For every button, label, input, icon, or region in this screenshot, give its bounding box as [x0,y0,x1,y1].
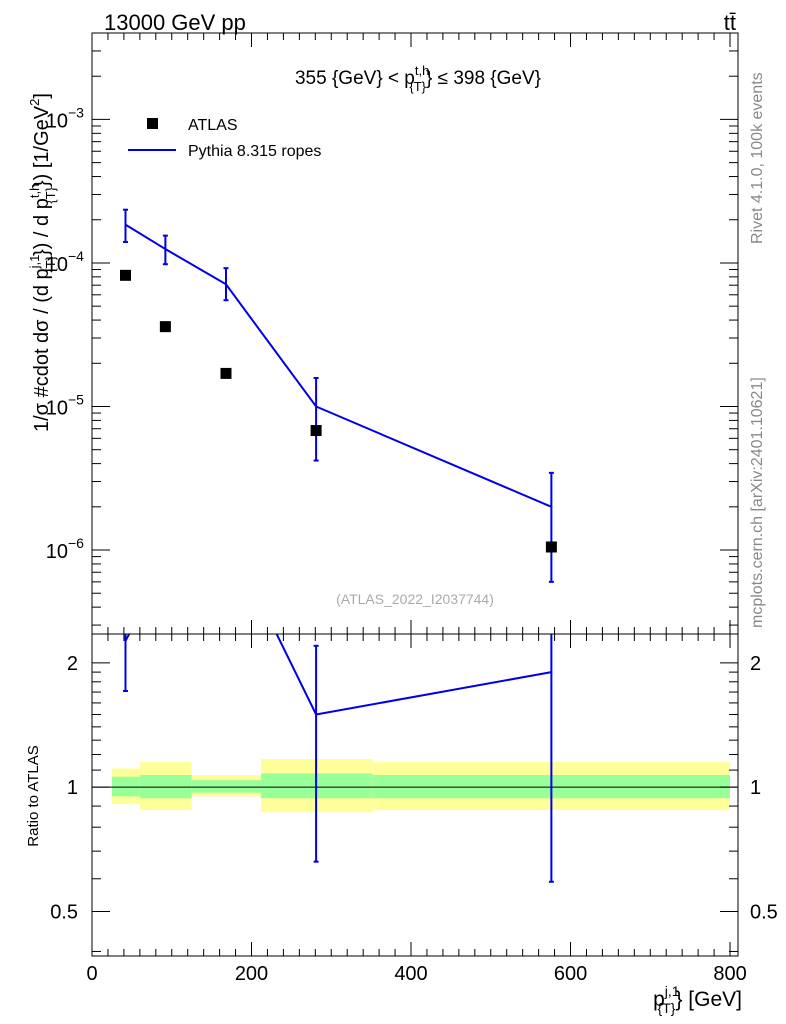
atlas-point [220,367,232,379]
atlas-point [545,541,557,553]
analysis-watermark: (ATLAS_2022_I2037744) [336,591,494,607]
xlabel-post: } [GeV] [675,988,742,1011]
ratio-y-tick-label-right: 0.5 [750,901,778,923]
main-y-tick-label: 10 [46,541,68,563]
main-axis-ticks [91,32,738,634]
main-y-tick-exponent: −5 [68,391,84,407]
main-panel: 10−610−510−410−3 355 {GeV} < pt,h {T}} ≤ … [27,32,739,635]
source-label: mcplots.cern.ch [arXiv:2401.10621] [749,377,766,628]
energy-label: 13000 GeV pp [104,10,246,35]
legend-atlas-marker [147,118,158,129]
main-y-tick-label: 10 [46,397,68,419]
ratio-y-tick-label: 0.5 [50,901,78,923]
atlas-point [119,269,131,281]
pythia-line [124,223,552,508]
ratio-y-tick-label: 1 [67,777,78,799]
ratio-panel: 0 200 400 600 800 0.5 0.5 1 1 2 2 Ratio to ATLAS p… [25,633,778,1016]
ratio-plot-marks [122,634,554,883]
legend-atlas-label: ATLAS [188,117,238,134]
legend-pythia-label: Pythia 8.315 ropes [188,143,321,160]
x-tick-label: 200 [235,963,268,985]
x-axis-label: pj,1 {T}} [GeV] [653,983,742,1016]
ratio-uncertainty-bands [92,759,738,813]
xlabel-subscript: {T} [658,1000,676,1016]
ratio-tick-labels: 0 200 400 600 800 0.5 0.5 1 1 2 2 [50,653,778,985]
atlas-point [159,321,171,333]
ylabel-sup-3: 2 [27,99,42,106]
rivet-version-label: Rivet 4.1.0, 100k events [749,72,766,244]
ratio-line [124,634,552,716]
atlas-point [310,425,322,437]
ylabel-sub-1: {T} [43,255,58,272]
xlabel-pre: p [653,988,665,1011]
x-tick-label: 800 [713,963,746,985]
ratio-y-tick-label: 2 [67,653,78,675]
title-subscript: {T} [409,79,426,94]
main-y-tick-labels: 10−610−510−410−3 [46,104,84,563]
ratio-inner-band [111,776,140,797]
ratio-frame [91,633,739,957]
title-pre: 355 {GeV} < p [295,68,415,89]
main-y-tick-exponent: −6 [68,535,84,551]
ylabel-part-4: ] [31,93,53,99]
ratio-inner-band [139,775,192,799]
legend: ATLAS Pythia 8.315 ropes [128,117,321,160]
ylabel-part-3: }) [1/GeV [31,105,53,187]
main-y-tick-exponent: −4 [68,248,84,264]
x-tick-label: 400 [394,963,427,985]
ylabel-part-1: 1/σ #cdot dσ / (d p [31,268,53,432]
ratio-y-tick-label-right: 1 [750,777,761,799]
main-y-axis-label: 1/σ #cdot dσ / (d pj,1{T}}) / d pt,h{T}}… [27,93,58,432]
ratio-inner-band [191,780,262,793]
x-tick-label: 0 [86,963,97,985]
ratio-y-axis-label: Ratio to ATLAS [25,745,42,846]
main-panel-title: 355 {GeV} < pt,h {T}} ≤ 398 {GeV} [295,63,541,94]
ylabel-part-2: }) / d p [31,198,53,256]
xlabel-superscript: j,1 [664,983,680,999]
x-tick-label: 600 [554,963,587,985]
process-label: tt̄ [724,10,736,35]
ylabel-sub-2: {T} [43,186,58,203]
main-y-tick-label: 10 [46,254,68,276]
ratio-y-tick-label-right: 2 [750,653,761,675]
ylabel-sup-1: j,1 [27,255,42,270]
title-superscript: t,h [415,63,429,78]
title-post: } ≤ 398 {GeV} [426,68,541,89]
main-y-tick-exponent: −3 [68,104,84,120]
main-plot-marks [119,208,557,583]
main-y-tick-label: 10 [46,110,68,132]
ylabel-sup-2: t,h [27,184,42,198]
